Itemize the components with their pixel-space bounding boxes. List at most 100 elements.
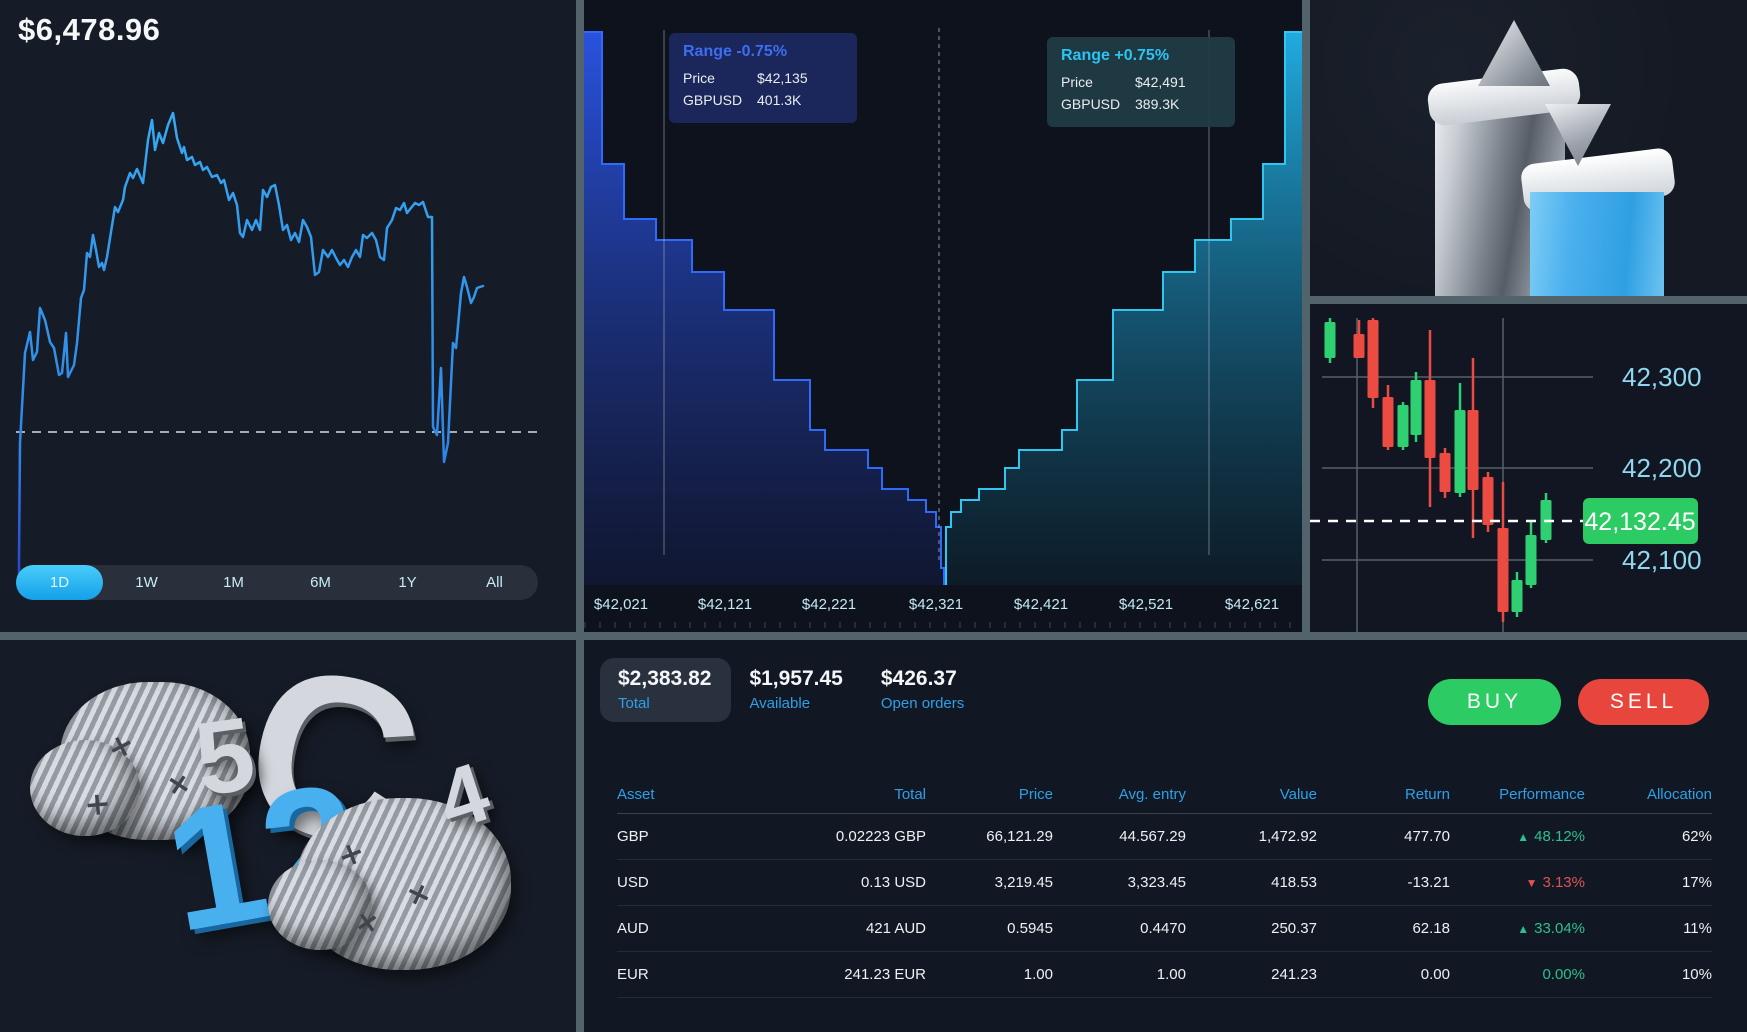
arrow-up-icon	[1478, 20, 1550, 86]
header-cell-asset: Asset	[617, 785, 655, 803]
summary-value: $1,957.45	[749, 667, 843, 690]
bid-depth-line	[584, 31, 945, 585]
total-cell: 241.23 EUR	[844, 966, 926, 983]
total-cell: 421 AUD	[865, 920, 926, 937]
price-line	[17, 111, 485, 587]
holdings-table: Asset Total Price Avg. entry Value Return Perf…	[617, 775, 1712, 998]
holdings-row-gbp[interactable]: GBP 0.02223 GBP 66,121.29 44.567.29 1,472.92…	[617, 814, 1712, 860]
buy-button[interactable]: BUY	[1428, 679, 1561, 725]
depth-x-label: $42,621	[1224, 596, 1280, 613]
holdings-row-usd[interactable]: USD 0.13 USD 3,219.45 3,323.45 418.53 -13.21 ▼…	[617, 860, 1712, 906]
ask-range-tooltip: Range +0.75% Price $42,491 GBPUSD 389.3K	[1047, 37, 1235, 128]
performance-cell: ▲ 33.04%	[1517, 920, 1585, 937]
balance-panel: $6,478.96 1D 1W 1M 6M 1Y All	[0, 0, 576, 632]
candle-body	[1482, 477, 1494, 525]
range-button-6m[interactable]: 6M	[310, 574, 331, 591]
account-balance: $6,478.96	[18, 12, 161, 47]
holdings-body: GBP 0.02223 GBP 66,121.29 44.567.29 1,472.92…	[617, 814, 1712, 998]
depth-x-label: $42,421	[1013, 596, 1069, 613]
triangle-up-icon: ▲	[1517, 830, 1530, 844]
account-summary: $2,383.82 Total $1,957.45 Available $426.37 O…	[600, 658, 984, 722]
candle-y-label: 42,100	[1622, 545, 1702, 575]
bid-range-title: Range -0.75%	[683, 43, 788, 60]
collage-cloud-right-lump	[268, 860, 372, 950]
performance-cell: ▲ 48.12%	[1517, 828, 1585, 845]
candlestick-panel: 42,300 42,200 42,100 42,132.45	[1310, 304, 1747, 632]
triangle-down-icon: ▼	[1525, 876, 1538, 890]
range-selector: 1D 1W 1M 6M 1Y All	[16, 565, 538, 600]
depth-chart-panel: Range -0.75% Price $42,135 GBPUSD 401.3K…	[584, 0, 1302, 632]
bid-volume-row: GBPUSD 401.3K	[683, 91, 802, 108]
bid-depth-area	[584, 32, 944, 585]
price-cell: 0.5945	[1007, 920, 1053, 937]
range-button-1w[interactable]: 1W	[135, 574, 158, 591]
summary-chip-available[interactable]: $1,957.45 Available	[731, 658, 862, 722]
candle-body	[1410, 380, 1422, 435]
value-cell: 418.53	[1271, 874, 1317, 891]
balance-line-chart[interactable]	[0, 0, 576, 632]
range-button-1m[interactable]: 1M	[223, 574, 244, 591]
candle-body	[1424, 380, 1436, 458]
price-cell: 1.00	[1023, 966, 1053, 983]
total-cell: 0.13 USD	[860, 874, 926, 891]
current-price-value: 42,132.45	[1584, 508, 1695, 536]
candle-body	[1525, 535, 1537, 585]
sell-button[interactable]: SELL	[1578, 679, 1709, 725]
ask-range-title: Range +0.75%	[1061, 47, 1170, 64]
ask-price-row: Price $42,491	[1061, 74, 1186, 90]
summary-chip-total[interactable]: $2,383.82 Total	[600, 658, 732, 722]
summary-label: Available	[749, 695, 811, 712]
summary-value: $2,383.82	[618, 667, 712, 690]
ask-volume-row: GBPUSD 389.3K	[1061, 95, 1180, 112]
depth-x-label: $42,021	[593, 596, 649, 613]
allocation-cell: 11%	[1683, 920, 1712, 937]
depth-axis-ticks	[584, 622, 1302, 628]
avg-entry-cell: 3,323.45	[1127, 874, 1186, 891]
numbers-collage-panel: C 5 12 4 ✕ ✕ ✕ ✕ ✕ ✕	[0, 640, 576, 1032]
holdings-row-eur[interactable]: EUR 241.23 EUR 1.00 1.00 241.23 0.00 0.00% 10%	[617, 952, 1712, 998]
current-price-badge	[1583, 498, 1698, 544]
candle-body	[1467, 410, 1479, 490]
header-cell-performance: Performance	[1499, 785, 1585, 803]
value-cell: 250.37	[1271, 920, 1317, 937]
candle-body	[1439, 453, 1451, 492]
account-panel: $2,383.82 Total $1,957.45 Available $426.37 O…	[584, 640, 1747, 1032]
candle-body	[1382, 397, 1394, 447]
candle-y-label: 42,200	[1622, 453, 1702, 483]
candle-body	[1397, 405, 1409, 447]
blue-pillar-illustration	[1530, 192, 1664, 296]
cubes-illustration-panel	[1310, 0, 1747, 296]
depth-x-axis: $42,021 $42,121 $42,221 $42,321 $42,421 $42,5…	[584, 596, 1302, 620]
performance-cell: ▼ 3.13%	[1525, 874, 1585, 891]
depth-x-label: $42,321	[908, 596, 964, 613]
allocation-cell: 10%	[1681, 966, 1712, 983]
ask-depth-area	[946, 32, 1302, 585]
bid-price-row: Price $42,135	[683, 70, 808, 86]
range-button-1d[interactable]: 1D	[16, 565, 103, 600]
candlestick-chart[interactable]: 42,300 42,200 42,100 42,132.45	[1310, 304, 1747, 632]
total-cell: 0.02223 GBP	[835, 828, 926, 845]
summary-chip-open-orders[interactable]: $426.37 Open orders	[863, 658, 984, 722]
range-button-1y[interactable]: 1Y	[398, 574, 417, 591]
candle-body	[1454, 410, 1466, 493]
holdings-row-aud[interactable]: AUD 421 AUD 0.5945 0.4470 250.37 62.18 ▲ 33.04%…	[617, 906, 1712, 952]
header-cell-return: Return	[1404, 785, 1450, 803]
price-cell: 3,219.45	[994, 874, 1053, 891]
return-cell: 477.70	[1404, 828, 1450, 845]
asset-cell: EUR	[617, 966, 649, 983]
asset-cell: USD	[617, 874, 649, 891]
range-button-all[interactable]: All	[486, 574, 503, 591]
return-cell: 62.18	[1412, 920, 1450, 937]
return-cell: -13.21	[1407, 874, 1450, 891]
asset-cell: AUD	[617, 920, 649, 937]
holdings-header-row: Asset Total Price Avg. entry Value Return Perf…	[617, 775, 1712, 814]
asset-cell: GBP	[617, 828, 649, 845]
depth-x-label: $42,521	[1118, 596, 1174, 613]
avg-entry-cell: 1.00	[1156, 966, 1186, 983]
depth-chart[interactable]	[584, 0, 1302, 585]
bid-range-tooltip: Range -0.75% Price $42,135 GBPUSD 401.3K	[669, 33, 857, 124]
avg-entry-cell: 0.4470	[1140, 920, 1186, 937]
candle-body	[1511, 580, 1523, 612]
performance-cell: 0.00%	[1542, 966, 1585, 983]
